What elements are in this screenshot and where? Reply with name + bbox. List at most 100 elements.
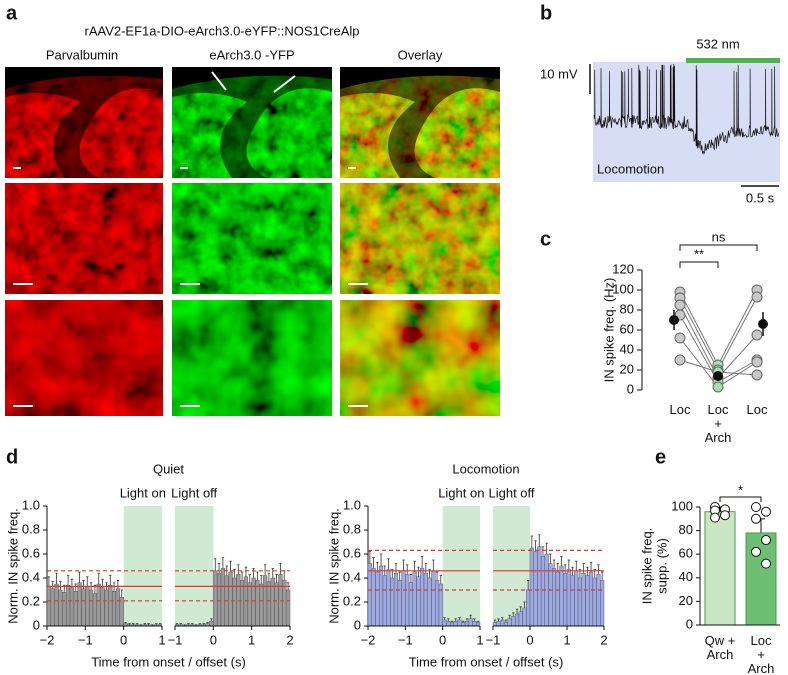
y-tick-label: 0.2 — [22, 593, 40, 608]
bar — [518, 611, 523, 627]
tissue-edge — [340, 67, 500, 178]
bar — [476, 622, 481, 627]
bar — [54, 583, 59, 627]
bar — [507, 618, 512, 627]
bar — [515, 613, 520, 627]
y-tick-label: 0.2 — [343, 593, 361, 608]
bar — [500, 619, 505, 627]
bar — [243, 576, 249, 627]
x-tick-label: −1 — [398, 632, 413, 647]
light-shade — [123, 506, 162, 626]
arrow — [211, 71, 227, 91]
micrograph — [5, 300, 163, 416]
bar — [58, 589, 63, 627]
bar — [559, 565, 564, 627]
x-tick-label: −1 — [486, 632, 501, 647]
column-header: eArch3.0 -YFP — [209, 47, 294, 62]
bar — [552, 568, 557, 627]
bar — [69, 587, 75, 627]
y-tick-label: 60 — [679, 546, 693, 561]
x-tick-label: −2 — [361, 632, 376, 647]
tissue-outside — [340, 67, 500, 89]
x-tick-label: −1 — [168, 632, 183, 647]
bar — [46, 586, 52, 627]
bar — [461, 622, 466, 627]
y-axis-label: Norm. IN spike freq. — [326, 508, 341, 624]
bar — [259, 583, 264, 627]
y-tick-label: 0 — [33, 617, 40, 632]
bar — [379, 565, 384, 627]
x-tick-label: 1 — [158, 632, 165, 647]
x-tick-label: 0 — [120, 632, 127, 647]
cell-dot — [751, 329, 763, 341]
light-label: Light off — [488, 485, 534, 500]
bar — [412, 571, 417, 627]
arrow — [273, 75, 296, 93]
tissue-edge — [5, 67, 163, 178]
bar — [745, 532, 777, 626]
bar — [526, 589, 531, 627]
y-tick-label: 60 — [620, 321, 634, 336]
bar — [111, 591, 117, 627]
x-tick-label: 2 — [286, 632, 293, 647]
bar — [492, 622, 497, 627]
sig-bracket — [719, 496, 762, 502]
y-tick-label: 0.4 — [343, 569, 361, 584]
y-tick-label: 80 — [620, 301, 634, 316]
x-axis-label: Time from onset / offset (s) — [409, 654, 564, 669]
x-tick-label: 0 — [526, 632, 533, 647]
y-tick-label: 1.0 — [343, 497, 361, 512]
bar — [408, 582, 414, 627]
y-tick-label: 100 — [671, 498, 693, 513]
bar — [596, 574, 601, 627]
cell-dot — [751, 356, 763, 368]
bar — [600, 580, 605, 627]
bar — [390, 577, 395, 627]
light-label: Light on — [438, 485, 484, 500]
x-tick-label: 1 — [248, 632, 255, 647]
cell-dot — [674, 354, 686, 366]
bar — [540, 556, 545, 627]
x-tick-label: 0 — [439, 632, 446, 647]
tissue-outside — [5, 67, 163, 89]
x-tick-label: Loc + Arch — [704, 402, 732, 445]
scale-label: 10 mV — [540, 66, 578, 81]
bar — [213, 570, 218, 627]
sig-label: ** — [694, 246, 704, 261]
panel-label: e — [655, 446, 666, 468]
cell-dot — [751, 291, 763, 303]
light-label: Light on — [120, 485, 166, 500]
x-tick-label: Loc — [669, 402, 691, 417]
bar — [704, 511, 736, 626]
bar — [65, 585, 71, 627]
bar — [50, 588, 55, 627]
bar — [96, 583, 101, 627]
y-tick-label: 80 — [679, 522, 693, 537]
y-tick-label: 0.8 — [22, 521, 40, 536]
bar — [104, 589, 109, 627]
bar — [119, 597, 124, 627]
sig-bracket — [679, 261, 719, 268]
x-tick-label: Loc + Arch — [747, 633, 775, 675]
bar — [92, 593, 98, 627]
cell-dot — [751, 546, 761, 557]
bar — [232, 577, 237, 627]
light-shade — [442, 506, 480, 626]
y-tick-label: 100 — [612, 281, 634, 296]
bar — [220, 568, 226, 627]
column-header: Overlay — [398, 47, 443, 62]
bar — [382, 575, 387, 627]
bar — [367, 563, 372, 627]
y-tick-label: 0 — [686, 616, 693, 631]
bar — [464, 621, 470, 627]
panel-label: c — [540, 228, 551, 250]
panel-title: rAAV2-EF1a-DIO-eArch3.0-eYFP::NOS1CreAlp — [84, 23, 359, 38]
bar — [108, 585, 113, 627]
micrograph — [340, 300, 500, 416]
bar — [449, 622, 455, 627]
y-axis-label: IN spike freq. — [639, 528, 654, 605]
y-axis-label: Norm. IN spike freq. — [5, 508, 20, 624]
y-tick-label: 20 — [620, 361, 634, 376]
bar — [239, 580, 245, 627]
